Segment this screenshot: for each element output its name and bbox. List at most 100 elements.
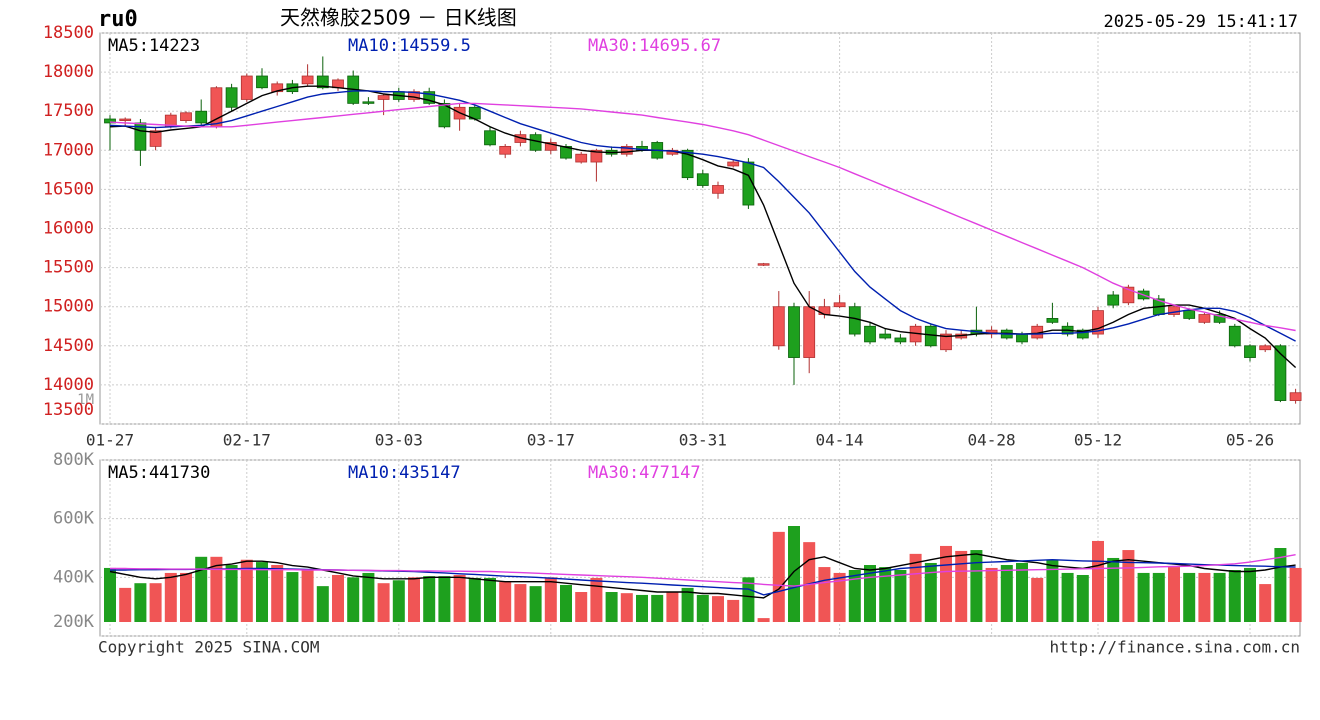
candle-body — [818, 306, 831, 315]
ma-line — [110, 554, 1296, 587]
volume-bar — [620, 593, 633, 622]
y-tick-label: 18000 — [43, 62, 94, 82]
volume-bar — [529, 586, 542, 622]
volume-bar — [818, 567, 831, 622]
candle-body — [940, 333, 952, 351]
candle-body — [499, 145, 512, 155]
volume-bar — [134, 583, 147, 622]
legend-entry: MA10:14559.5 — [348, 36, 471, 56]
volume-bar — [286, 572, 299, 622]
volume-bar — [104, 567, 116, 622]
volume-bar — [484, 577, 496, 622]
symbol: ru0 — [98, 7, 138, 32]
y-tick-label: 13500 — [43, 400, 94, 420]
volume-bar — [848, 570, 861, 622]
volume-bar — [985, 567, 998, 622]
volume-bar — [772, 531, 785, 622]
volume-bar — [590, 577, 603, 622]
candle-body — [195, 110, 208, 124]
volume-bar — [1244, 567, 1256, 622]
x-tick-label: 03-31 — [679, 431, 727, 450]
volume-bar — [256, 562, 268, 622]
candle-body — [848, 306, 861, 335]
x-tick-label: 01-27 — [86, 431, 134, 450]
y-tick-label: 18500 — [43, 23, 94, 43]
volume-bar — [864, 565, 876, 622]
candle-body — [788, 306, 800, 358]
candle-body — [575, 153, 588, 163]
volume-bar — [696, 594, 709, 622]
copyright: Copyright 2025 SINA.COM — [98, 638, 320, 657]
candle-body — [377, 95, 390, 100]
ma-line — [109, 85, 1297, 369]
candle-body — [833, 302, 846, 308]
candle-body — [423, 91, 436, 104]
y-tick-label: 17000 — [43, 140, 94, 160]
candle-body — [104, 118, 116, 124]
y-tick-label: 15500 — [43, 258, 94, 278]
volume-bar — [924, 562, 937, 622]
candle-body — [240, 75, 253, 100]
candle-body — [301, 75, 314, 85]
volume-bar — [1259, 584, 1272, 622]
candle-body — [1016, 333, 1028, 343]
y-tick-label: 16000 — [43, 219, 94, 239]
volume-bar — [225, 565, 238, 622]
candle-body — [590, 149, 603, 163]
volume-bar — [1168, 567, 1180, 622]
volume-bar — [894, 570, 907, 622]
candle-body — [180, 112, 192, 121]
candle-body — [1122, 286, 1135, 304]
legend-entry: MA5:441730 — [108, 463, 210, 483]
volume-bar — [240, 559, 253, 622]
volume-bar — [970, 550, 983, 622]
candle-body — [924, 325, 937, 347]
x-tick-label: 05-12 — [1074, 431, 1122, 450]
candle-body — [484, 130, 496, 146]
volume-bar — [499, 582, 512, 622]
y-tick-label: 800K — [53, 450, 95, 470]
candle-body — [408, 91, 420, 100]
volume-bar — [392, 580, 405, 622]
volume-bar — [833, 572, 846, 622]
volume-bar — [1274, 548, 1287, 622]
candle-body — [1228, 325, 1241, 347]
legend-entry: MA10:435147 — [348, 463, 461, 483]
ma-line — [109, 102, 1296, 332]
volume-bar — [1016, 562, 1028, 622]
volume-bar — [119, 587, 132, 622]
candle-body — [225, 87, 238, 108]
candle-body — [879, 333, 892, 339]
candle-body — [803, 306, 816, 358]
candle-body — [712, 185, 724, 194]
candle-body — [256, 75, 268, 89]
x-tick-label: 05-26 — [1226, 431, 1274, 450]
candle-body — [544, 142, 557, 151]
volume-bar — [1137, 572, 1150, 622]
candle-body — [1092, 310, 1104, 335]
volume-bar — [1076, 574, 1089, 622]
candle-body — [1183, 310, 1196, 319]
candle-body — [620, 145, 633, 155]
candle-body — [316, 75, 329, 89]
volume-bar — [438, 576, 451, 622]
volume-bar — [727, 599, 740, 622]
y-tick-label: 14500 — [43, 336, 94, 356]
volume-bar — [514, 584, 527, 622]
x-tick-label: 03-03 — [375, 431, 423, 450]
ma-line — [109, 90, 1296, 342]
volume-bar — [164, 572, 177, 622]
volume-bar — [210, 556, 223, 622]
volume-bar — [1152, 572, 1165, 622]
volume-bar — [1107, 557, 1120, 622]
candle-body — [742, 161, 755, 206]
candle-body — [1107, 294, 1120, 306]
candle-body — [1244, 345, 1256, 358]
volume-bar — [1031, 577, 1044, 622]
volume-bar — [377, 583, 390, 622]
candle-body — [149, 130, 162, 147]
candle-body — [1274, 345, 1287, 401]
legend-entry: MA30:477147 — [588, 463, 701, 483]
volume-bar — [271, 565, 284, 622]
